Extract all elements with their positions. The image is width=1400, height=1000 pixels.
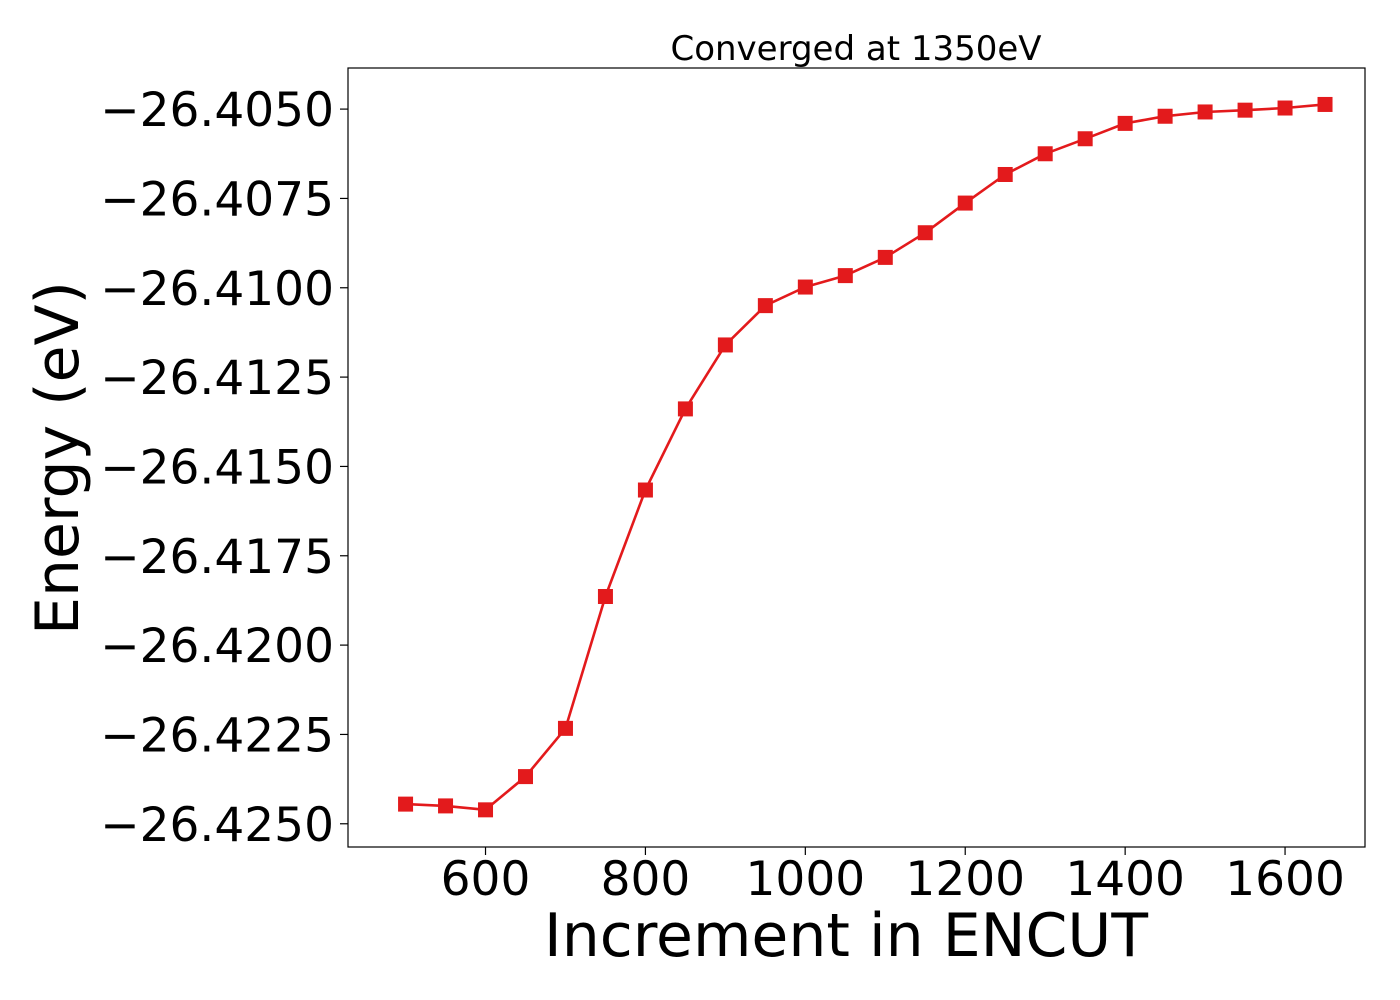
data-point-marker (957, 195, 973, 211)
data-point-marker (1237, 102, 1253, 118)
y-tick-label: −26.4075 (100, 172, 334, 227)
x-tick-label: 800 (601, 852, 691, 907)
data-point-marker (1157, 108, 1173, 124)
data-point-marker (1317, 96, 1333, 112)
y-tick-label: −26.4100 (100, 262, 334, 317)
data-point-marker (717, 337, 733, 353)
y-axis-label: Energy (eV) (23, 281, 93, 635)
y-tick-label: −26.4150 (100, 440, 334, 495)
x-axis-label: Increment in ENCUT (544, 901, 1148, 971)
data-point-marker (438, 798, 454, 814)
data-point-marker (637, 482, 653, 498)
data-point-marker (837, 268, 853, 284)
plot-area: 600 800 1000 1200 1400 1600 −26.4050 −26.4075 −2… (100, 67, 1366, 907)
data-point-marker (1197, 104, 1213, 120)
data-point-marker (1277, 100, 1293, 116)
data-point-marker (877, 249, 893, 265)
data-point-marker (757, 298, 773, 314)
y-tick-label: −26.4175 (100, 530, 334, 585)
data-point-marker (997, 166, 1013, 182)
y-tick-label: −26.4050 (100, 83, 334, 138)
x-tick-label: 600 (441, 852, 531, 907)
data-point-marker (398, 796, 414, 812)
data-point-marker (1077, 131, 1093, 147)
data-point-marker (917, 225, 933, 241)
y-tick-label: −26.4200 (100, 619, 334, 674)
series-line (405, 103, 1326, 812)
data-point-marker (557, 720, 573, 736)
x-tick-label: 1200 (905, 852, 1025, 907)
x-tick-label: 1400 (1065, 852, 1185, 907)
data-point-marker (677, 401, 693, 417)
y-tick-label: −26.4250 (100, 798, 334, 853)
data-point-marker (517, 769, 533, 785)
y-tick-label: −26.4225 (100, 708, 334, 763)
plot-frame (347, 67, 1366, 848)
data-point-marker (597, 589, 613, 605)
data-point-marker (797, 279, 813, 295)
data-point-marker (1117, 115, 1133, 131)
data-point-marker (478, 802, 494, 818)
x-tick-label: 1600 (1225, 852, 1345, 907)
x-tick-label: 1000 (746, 852, 866, 907)
y-tick-label: −26.4125 (100, 351, 334, 406)
chart-title: Converged at 1350eV (670, 29, 1041, 69)
data-point-marker (1037, 146, 1053, 162)
